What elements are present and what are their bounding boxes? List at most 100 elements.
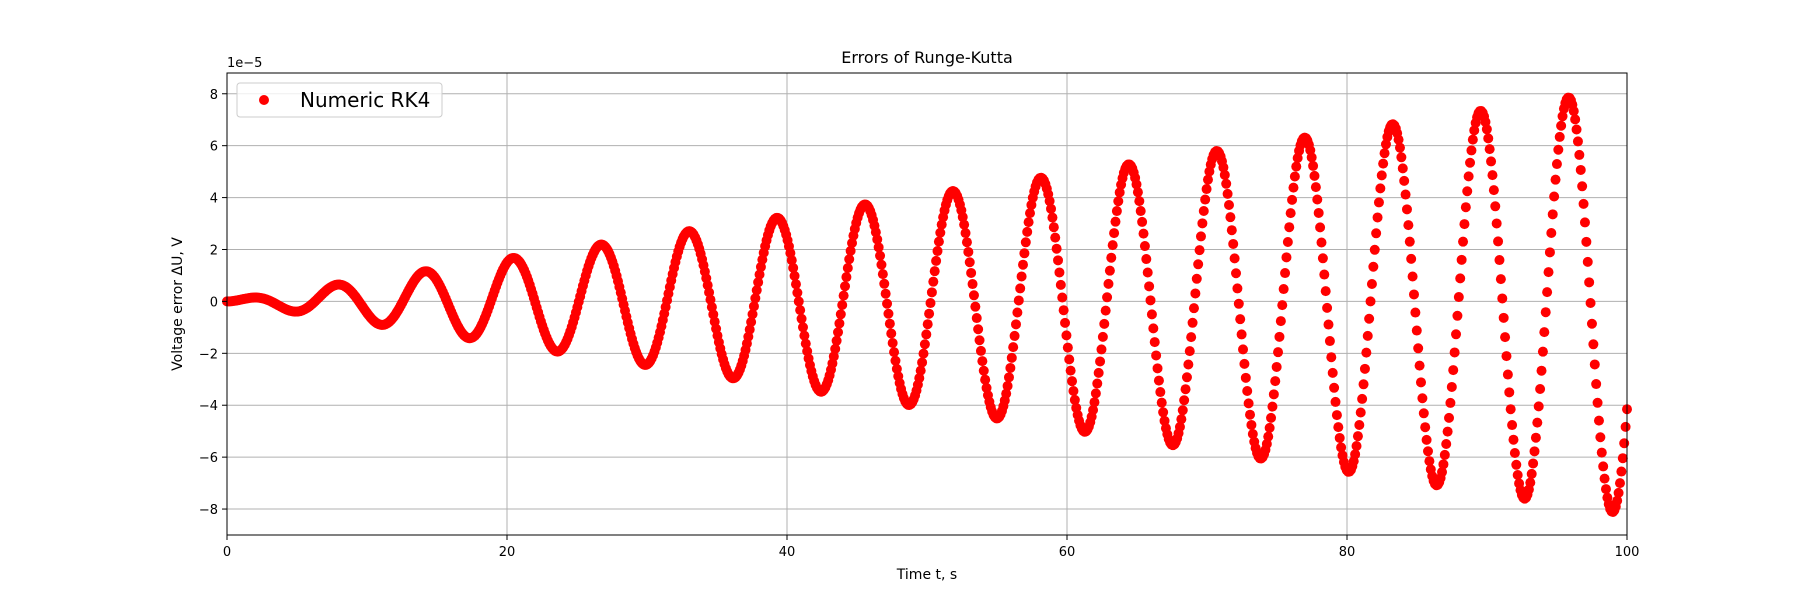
data-point <box>968 290 979 301</box>
data-point <box>1138 228 1149 239</box>
data-point <box>1497 293 1508 304</box>
data-point <box>1113 196 1124 207</box>
data-point <box>1317 253 1328 264</box>
data-point <box>917 357 928 368</box>
data-point <box>1064 354 1075 365</box>
data-point <box>1354 419 1365 430</box>
data-point <box>828 351 839 362</box>
data-point <box>754 269 765 280</box>
data-point <box>928 276 939 287</box>
data-point <box>1361 347 1372 358</box>
x-tick-label: 80 <box>1339 545 1356 560</box>
data-point <box>936 219 947 230</box>
data-point <box>1226 225 1237 236</box>
data-point <box>1612 495 1623 506</box>
data-point <box>1533 401 1544 412</box>
x-axis-ticks: 0 20 40 60 80 100 <box>223 535 1639 560</box>
data-point <box>1194 245 1205 256</box>
data-point <box>887 338 898 348</box>
data-point <box>1019 248 1030 259</box>
data-point <box>744 324 755 335</box>
data-point <box>746 317 757 328</box>
data-point <box>967 279 978 290</box>
data-point <box>792 287 803 298</box>
data-point <box>1193 259 1204 270</box>
data-point <box>924 308 935 319</box>
x-tick-label: 20 <box>499 545 516 560</box>
y-offset-label: 1e−5 <box>227 56 262 71</box>
data-point <box>751 285 762 296</box>
data-point <box>1132 187 1143 198</box>
data-point <box>961 237 972 248</box>
data-point <box>1458 236 1469 247</box>
data-point <box>842 262 853 273</box>
data-point <box>1306 152 1317 163</box>
data-point <box>1176 414 1187 425</box>
data-point <box>1246 419 1257 430</box>
data-point <box>1316 237 1327 248</box>
data-point <box>1584 277 1595 288</box>
data-point <box>1467 134 1478 145</box>
data-point <box>1446 381 1457 392</box>
data-point <box>1145 295 1156 306</box>
data-point <box>1581 236 1592 247</box>
data-point <box>1614 478 1625 489</box>
data-point <box>1323 319 1334 330</box>
data-point <box>1284 222 1295 233</box>
data-point <box>1190 288 1201 299</box>
data-point <box>1488 185 1499 196</box>
data-point <box>1438 459 1449 470</box>
data-point <box>891 363 902 374</box>
data-point <box>1437 467 1448 478</box>
data-point <box>1197 218 1208 229</box>
data-point <box>1620 421 1631 432</box>
data-point <box>1069 394 1080 405</box>
data-point <box>1368 261 1379 272</box>
y-tick-label: −2 <box>199 347 218 362</box>
data-point <box>1218 162 1229 173</box>
data-point <box>790 279 801 290</box>
data-point <box>1373 197 1384 208</box>
data-point <box>1243 398 1254 409</box>
data-point <box>1551 159 1562 170</box>
data-point <box>1549 191 1560 202</box>
data-point <box>1231 268 1242 279</box>
data-point <box>1452 310 1463 321</box>
data-point <box>931 255 942 266</box>
data-point <box>1396 152 1407 163</box>
data-point <box>1505 404 1516 415</box>
data-point <box>1460 202 1471 213</box>
data-point <box>1005 362 1016 373</box>
data-point <box>1362 330 1373 341</box>
data-point <box>1350 449 1361 460</box>
data-point <box>831 335 842 346</box>
data-point <box>1571 124 1582 135</box>
data-point <box>1289 171 1300 182</box>
data-point <box>974 335 985 346</box>
data-point <box>1456 254 1467 265</box>
data-point <box>1542 287 1553 298</box>
data-point <box>1444 412 1455 423</box>
data-point <box>1351 440 1362 451</box>
data-point <box>1186 332 1197 343</box>
data-point <box>960 228 971 239</box>
data-point <box>882 298 893 309</box>
data-point <box>1369 244 1380 255</box>
data-point <box>1100 305 1111 316</box>
data-point <box>1616 466 1627 477</box>
data-point <box>1096 344 1107 355</box>
data-point <box>1308 160 1319 171</box>
data-point <box>1598 461 1609 472</box>
data-point <box>886 328 897 339</box>
data-point <box>922 319 933 330</box>
data-point <box>876 259 887 270</box>
data-point <box>1397 163 1408 174</box>
data-point <box>1051 243 1062 254</box>
data-point <box>880 288 891 299</box>
data-point <box>1015 283 1026 294</box>
data-point <box>1445 397 1456 408</box>
data-point <box>1023 217 1034 228</box>
data-point <box>1156 397 1167 408</box>
data-point <box>1044 196 1055 207</box>
data-point <box>1282 236 1293 247</box>
